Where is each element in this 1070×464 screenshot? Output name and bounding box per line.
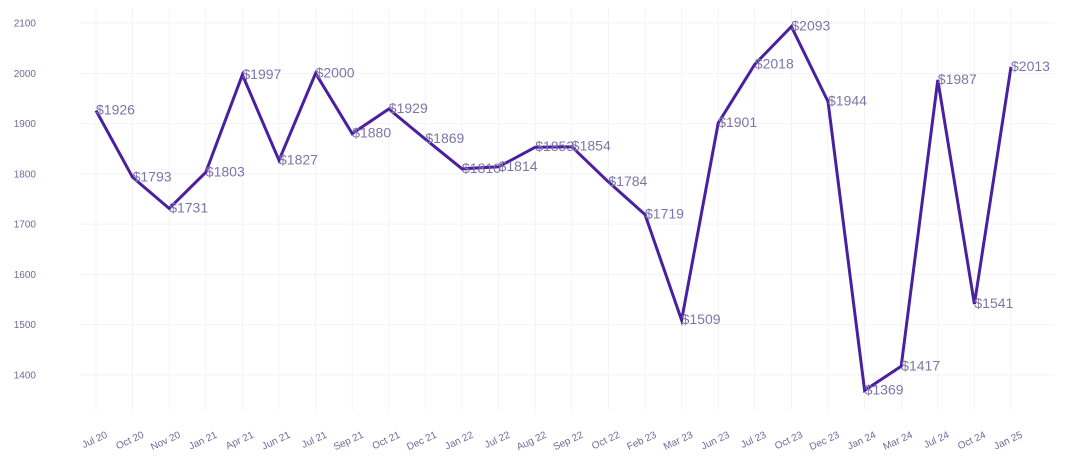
y-tick-label: 1900 — [14, 119, 37, 130]
y-tick-label: 1400 — [14, 370, 37, 381]
y-tick-label: 2000 — [14, 69, 37, 80]
data-label: $1929 — [389, 100, 428, 116]
x-tick-label: Jun 21 — [260, 430, 292, 453]
data-label: $1541 — [974, 295, 1013, 311]
data-label: $1793 — [133, 168, 172, 184]
data-label: $1869 — [425, 130, 464, 146]
data-label: $1880 — [352, 125, 391, 141]
x-tick-label: Oct 23 — [773, 430, 805, 453]
x-tick-label: Oct 22 — [590, 430, 622, 453]
x-tick-label: Nov 20 — [149, 430, 183, 454]
data-labels: $1926 $1793 $1731 $1803 $1997 $1827 $2000 $1880… — [96, 18, 1050, 398]
data-label: $1901 — [718, 114, 757, 130]
data-label: $1509 — [682, 311, 721, 327]
data-label: $1827 — [279, 151, 318, 167]
x-tick-label: Jul 22 — [483, 430, 512, 451]
data-label: $1731 — [169, 199, 208, 215]
data-label: $1719 — [645, 206, 684, 222]
y-tick-label: 1700 — [14, 220, 37, 231]
grid — [80, 8, 1055, 410]
x-tick-label: Oct 20 — [115, 430, 147, 453]
x-tick-label: Jan 22 — [443, 430, 475, 453]
data-label: $2000 — [316, 64, 355, 80]
data-label: $2093 — [791, 18, 830, 34]
data-label: $1369 — [865, 381, 904, 397]
x-tick-label: Jan 25 — [992, 430, 1024, 453]
x-tick-label: Jul 21 — [300, 430, 329, 451]
data-label: $1814 — [499, 158, 538, 174]
x-tick-label: Jun 23 — [700, 430, 732, 453]
y-axis-ticks: 1400 1500 1600 1700 1800 1900 2000 2100 — [14, 19, 37, 382]
data-label: $1784 — [608, 173, 647, 189]
x-axis-ticks: Jul 20 Oct 20 Nov 20 Jan 21 Apr 21 Jun 21 Jul … — [80, 430, 1024, 454]
x-tick-label: Sep 21 — [332, 430, 366, 454]
x-tick-label: Mar 23 — [662, 430, 695, 453]
data-label: $1987 — [938, 71, 977, 87]
x-tick-label: Feb 23 — [625, 430, 658, 453]
data-label: $1853 — [535, 138, 574, 154]
data-label: $2013 — [1011, 58, 1050, 74]
x-tick-label: Oct 24 — [956, 430, 988, 453]
x-tick-label: Jan 24 — [846, 430, 878, 453]
x-tick-label: Dec 23 — [808, 430, 842, 454]
x-tick-label: Aug 22 — [515, 430, 549, 454]
data-label: $2018 — [755, 55, 794, 71]
data-label: $1810 — [462, 160, 501, 176]
y-tick-label: 2100 — [14, 19, 37, 30]
data-label: $1997 — [242, 66, 281, 82]
data-label: $1854 — [572, 138, 611, 154]
data-label: $1417 — [901, 357, 940, 373]
x-tick-label: Sep 22 — [552, 430, 586, 454]
x-tick-label: Jul 24 — [922, 430, 951, 451]
x-tick-label: Jul 20 — [80, 430, 109, 451]
x-tick-label: Oct 21 — [371, 430, 403, 453]
y-tick-label: 1800 — [14, 169, 37, 180]
series-lines — [94, 24, 1013, 393]
data-label: $1926 — [96, 102, 135, 118]
x-tick-label: Mar 24 — [882, 430, 915, 453]
y-tick-label: 1500 — [14, 320, 37, 331]
x-tick-label: Dec 21 — [405, 430, 439, 454]
x-tick-label: Jul 23 — [739, 430, 768, 451]
data-label: $1944 — [828, 92, 867, 108]
x-tick-label: Apr 21 — [224, 430, 256, 453]
data-label: $1803 — [206, 163, 245, 179]
series-line — [94, 24, 1013, 393]
x-tick-label: Jan 21 — [187, 430, 219, 453]
y-tick-label: 1600 — [14, 270, 37, 281]
